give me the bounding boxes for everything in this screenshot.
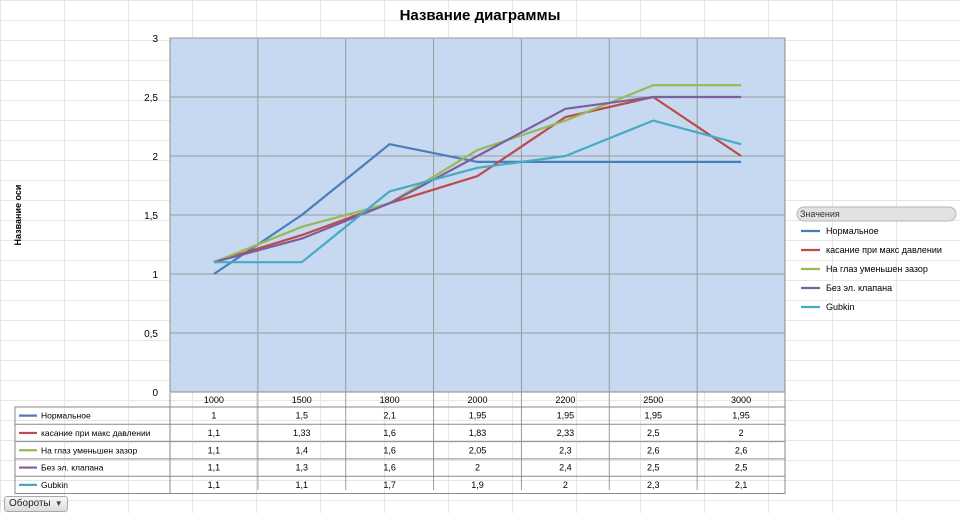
x-tick-label: 2200 (555, 395, 575, 405)
y-tick-label: 1,5 (144, 211, 158, 222)
series-line-5 (213, 119, 742, 264)
data-label: 1,5 (296, 411, 309, 421)
data-label: 1,6 (383, 428, 396, 438)
x-tick-label: 2500 (643, 395, 663, 405)
data-label: 2 (739, 428, 744, 438)
x-tick-label: 1500 (292, 395, 312, 405)
data-label: 2,4 (559, 463, 572, 473)
table-series-name: Gubkin (41, 480, 68, 490)
x-tick-label: 3000 (731, 395, 751, 405)
data-table: 1000 1500 1800 2000 2200 2500 3000 Нормальное 1 1… (14, 392, 786, 494)
x-tick-label: 1000 (204, 395, 224, 405)
y-tick-label: 2,5 (144, 93, 158, 104)
data-label: 1,4 (296, 445, 309, 455)
data-label: 2,5 (647, 428, 660, 438)
field-filter-button[interactable]: Обороты ▼ (4, 496, 68, 512)
table-series-name: На глаз уменьшен зазор (41, 445, 137, 455)
legend-entry: касание при макс давлении (826, 245, 942, 255)
data-label: 1,3 (296, 463, 309, 473)
data-label: 2,5 (647, 463, 660, 473)
y-tick-label: 1 (152, 270, 158, 281)
x-tick-label: 2000 (467, 395, 487, 405)
data-label: 1,7 (383, 480, 396, 490)
data-label: 1 (211, 411, 216, 421)
data-label: 2,6 (735, 445, 748, 455)
legend: Значения Нормальное касание при макс давле… (796, 206, 957, 312)
data-label: 1,33 (293, 428, 311, 438)
data-label: 1,1 (296, 480, 309, 490)
data-label: 2,3 (559, 445, 572, 455)
data-label: 1,1 (208, 463, 221, 473)
legend-entry: Без эл. клапана (826, 283, 892, 293)
data-label: 2,1 (735, 480, 748, 490)
data-label: 2 (563, 480, 568, 490)
data-label: 2,5 (735, 463, 748, 473)
series-line-1 (213, 143, 742, 275)
legend-entry: Нормальное (826, 226, 879, 236)
field-filter-label: Обороты (9, 498, 51, 509)
data-label: 1,6 (383, 445, 396, 455)
legend-title-button (796, 206, 957, 222)
data-label: 1,1 (208, 480, 221, 490)
data-label: 1,95 (469, 411, 487, 421)
y-tick-label: 3 (152, 34, 158, 45)
data-label: 1,95 (557, 411, 575, 421)
data-label: 1,6 (383, 463, 396, 473)
data-label: 2,05 (469, 445, 487, 455)
y-axis-title: Название оси (13, 185, 23, 246)
data-label: 2,3 (647, 480, 660, 490)
data-label: 1,1 (208, 445, 221, 455)
y-tick-label: 0 (152, 388, 158, 399)
series-line-3 (213, 84, 742, 264)
data-label: 2 (475, 463, 480, 473)
table-series-name: Нормальное (41, 411, 91, 421)
table-series-name: Без эл. клапана (41, 463, 104, 473)
data-label: 2,6 (647, 445, 660, 455)
plot-area: 0 0,5 1 1,5 2 2,5 3 (144, 34, 786, 490)
y-tick-label: 0,5 (144, 329, 158, 340)
data-label: 1,9 (471, 480, 484, 490)
chart-title: Название диаграммы (400, 7, 561, 24)
data-label: 2,33 (557, 428, 575, 438)
data-label: 2,1 (383, 411, 396, 421)
data-label: 1,83 (469, 428, 487, 438)
table-series-name: касание при макс давлении (41, 428, 151, 438)
x-tick-label: 1800 (380, 395, 400, 405)
series-line-4 (213, 95, 742, 264)
data-label: 1,95 (732, 411, 750, 421)
data-label: 1,1 (208, 428, 221, 438)
dropdown-arrow-icon: ▼ (54, 499, 63, 508)
legend-entry: Gubkin (826, 302, 855, 312)
y-tick-label: 2 (152, 152, 158, 163)
legend-entry: На глаз уменьшен зазор (826, 264, 928, 274)
legend-title: Значения (800, 209, 840, 219)
data-label: 1,95 (644, 411, 662, 421)
